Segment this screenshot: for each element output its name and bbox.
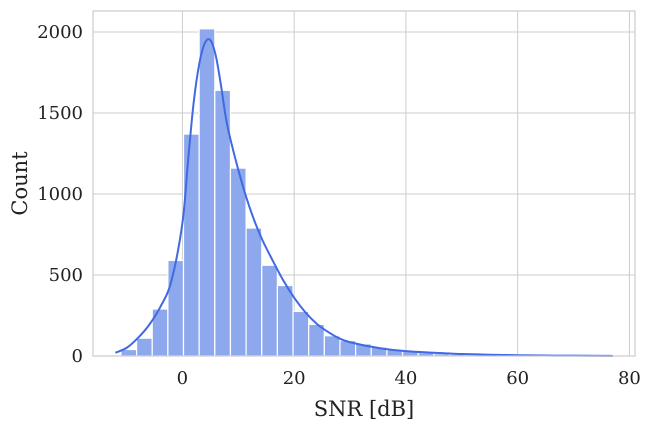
y-tick-label: 0 (72, 346, 83, 367)
histogram-bar (276, 284, 294, 357)
x-tick-label: 20 (283, 368, 306, 389)
x-axis-label: SNR [dB] (314, 397, 415, 421)
kde-line (114, 38, 613, 357)
y-tick-label: 1000 (37, 184, 83, 205)
y-tick-labels: 0 500 1000 1500 2000 (37, 22, 83, 367)
y-tick-label: 2000 (37, 22, 83, 43)
x-tick-label: 60 (506, 368, 529, 389)
histogram-bar (198, 28, 216, 357)
x-tick-labels: 0 20 40 60 80 (177, 368, 641, 389)
histogram-bar (292, 310, 310, 357)
histogram-bar (308, 323, 325, 357)
histogram-bar (167, 259, 185, 357)
histogram-bars (120, 28, 607, 357)
y-axis-label: Count (8, 151, 32, 216)
x-tick-label: 0 (177, 368, 188, 389)
x-tick-label: 40 (394, 368, 417, 389)
histogram-bar (182, 133, 200, 357)
x-tick-label: 80 (618, 368, 641, 389)
y-tick-label: 1500 (37, 103, 83, 124)
histogram-bar (261, 264, 278, 357)
histogram-bar (229, 167, 247, 357)
histogram-bar (135, 337, 153, 357)
plot-frame (92, 10, 636, 357)
y-tick-label: 500 (49, 265, 83, 286)
histogram-bar (323, 335, 341, 357)
histogram-bar (245, 227, 263, 357)
